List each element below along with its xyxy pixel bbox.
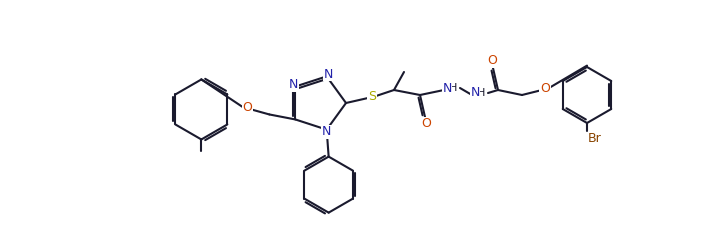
Text: N: N (289, 78, 298, 91)
Text: H: H (477, 88, 485, 98)
Text: N: N (324, 68, 334, 81)
Text: N: N (322, 125, 331, 138)
Text: N: N (470, 87, 479, 99)
Text: H: H (449, 83, 457, 93)
Text: O: O (421, 118, 431, 130)
Text: O: O (243, 101, 252, 114)
Text: Br: Br (588, 131, 602, 145)
Text: O: O (540, 81, 550, 95)
Text: O: O (487, 54, 497, 68)
Text: N: N (443, 81, 452, 95)
Text: S: S (368, 89, 376, 103)
